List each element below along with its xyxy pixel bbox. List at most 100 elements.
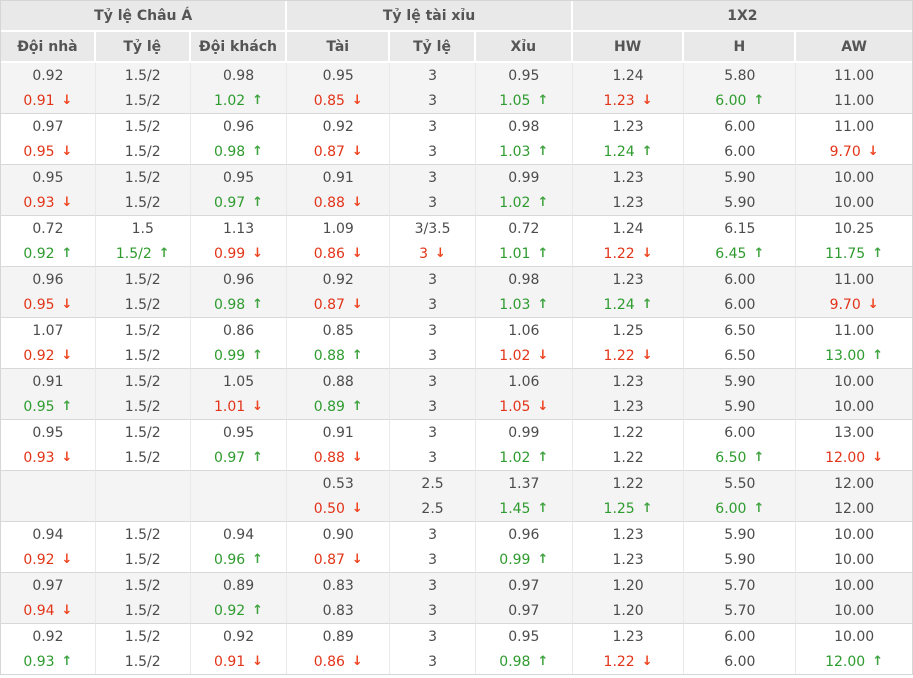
odds-value: 1.23	[612, 271, 644, 288]
odds-bottom-line: 1.02 ↑	[476, 445, 572, 470]
odds-cell: 0.92 0.87 ↓	[287, 267, 391, 318]
odds-cell: 0.86 0.99 ↑	[190, 318, 288, 369]
odds-bottom-line: 6.00	[684, 139, 795, 164]
odds-top-line: 0.83	[287, 573, 389, 598]
odds-value: 0.88	[322, 373, 354, 390]
odds-bottom-line: 1.5/2	[96, 190, 190, 215]
odds-cell: 11.00 9.70 ↓	[796, 114, 912, 165]
odds-cell: 11.00 11.00	[796, 63, 912, 114]
odds-cell: 11.00 13.00 ↑	[796, 318, 912, 369]
odds-value: 1.03	[499, 296, 531, 313]
odds-value: 0.92	[222, 628, 255, 645]
odds-top-line: 5.90	[684, 165, 795, 190]
odds-cell: 6.15 6.45 ↑	[684, 216, 797, 267]
odds-value: 11.00	[834, 92, 875, 109]
odds-value: 6.00	[724, 296, 756, 313]
odds-bottom-line: 0.88 ↓	[287, 445, 389, 470]
down-arrow-icon: ↓	[351, 297, 363, 312]
odds-value: 3	[428, 92, 437, 109]
odds-bottom-line: 1.20	[573, 598, 684, 623]
odds-row: 0.92 0.93 ↑ 1.5/2 1.5/2 0.92 0.91 ↓ 0.89 0.86 ↓ 3 3 0…	[1, 624, 912, 674]
odds-cell: 1.5/2 1.5/2	[95, 369, 191, 420]
odds-top-line: 10.25	[796, 216, 912, 241]
odds-top-line: 11.00	[796, 318, 912, 343]
odds-cell: 6.00 6.00	[684, 624, 797, 674]
odds-cell: 0.53 0.50 ↓	[287, 471, 391, 522]
odds-cell: 1.05 1.01 ↓	[190, 369, 288, 420]
odds-value: 11.00	[834, 118, 875, 135]
odds-top-line	[191, 471, 287, 496]
odds-value: 0.96	[222, 118, 255, 135]
odds-cell: 0.91 0.88 ↓	[287, 165, 391, 216]
up-arrow-icon: ↑	[252, 93, 264, 108]
down-arrow-icon: ↓	[252, 246, 264, 261]
odds-bottom-line: 9.70 ↓	[796, 139, 912, 164]
odds-top-line: 0.72	[476, 216, 572, 241]
odds-row: 1.07 0.92 ↓ 1.5/2 1.5/2 0.86 0.99 ↑ 0.85 0.88 ↑ 3 3 1…	[1, 318, 912, 369]
odds-cell: 5.90 5.90	[684, 522, 797, 573]
odds-value: 0.94	[32, 526, 64, 543]
odds-top-line: 0.53	[287, 471, 389, 496]
odds-value: 1.06	[508, 373, 540, 390]
odds-top-line: 0.95	[476, 624, 572, 649]
odds-cell: 1.5/2 1.5/2	[95, 165, 191, 216]
odds-top-line: 0.91	[1, 369, 95, 394]
odds-cell: 0.95 0.98 ↑	[475, 624, 573, 674]
odds-value: 0.87	[313, 296, 345, 313]
odds-cell: 2.5 2.5	[390, 471, 476, 522]
odds-top-line: 3	[390, 420, 475, 445]
odds-value: 3	[428, 271, 437, 288]
odds-top-line: 1.5/2	[96, 63, 190, 88]
up-arrow-icon: ↑	[753, 93, 765, 108]
odds-cell: 3/3.5 3 ↓	[390, 216, 476, 267]
odds-value: 10.00	[834, 526, 875, 543]
odds-value: 3	[419, 245, 429, 262]
odds-value: 3	[428, 526, 437, 543]
odds-top-line: 6.15	[684, 216, 795, 241]
up-arrow-icon: ↑	[252, 144, 264, 159]
odds-bottom-line: 1.22	[573, 445, 684, 470]
up-arrow-icon: ↑	[61, 654, 73, 669]
odds-bottom-line: 6.50	[684, 343, 795, 368]
odds-value: 1.20	[612, 577, 644, 594]
odds-top-line: 1.5/2	[96, 522, 190, 547]
odds-value: 0.95	[32, 424, 64, 441]
odds-bottom-line: 0.95 ↑	[1, 394, 95, 419]
up-arrow-icon: ↑	[252, 552, 264, 567]
down-arrow-icon: ↓	[61, 603, 73, 618]
odds-bottom-line: 1.22 ↓	[573, 241, 684, 266]
odds-top-line: 1.5/2	[96, 318, 190, 343]
odds-value: 0.88	[313, 449, 345, 466]
odds-bottom-line: 6.00	[684, 649, 795, 674]
odds-cell: 0.95 0.93 ↓	[1, 420, 96, 471]
odds-top-line: 1.09	[287, 216, 389, 241]
up-arrow-icon: ↑	[537, 297, 549, 312]
odds-cell: 11.00 9.70 ↓	[796, 267, 912, 318]
odds-value: 0.89	[322, 628, 354, 645]
up-arrow-icon: ↑	[252, 603, 264, 618]
column-header-row: Đội nhà Tỷ lệ Đội khách Tài Tỷ lệ Xỉu HW…	[1, 32, 912, 63]
odds-cell: 6.50 6.50	[684, 318, 797, 369]
odds-bottom-line: 11.75 ↑	[796, 241, 912, 266]
odds-top-line: 5.70	[684, 573, 795, 598]
group-header-asian-handicap: Tỷ lệ Châu Á	[1, 1, 288, 32]
up-arrow-icon: ↑	[641, 297, 653, 312]
odds-value: 0.95	[23, 143, 55, 160]
odds-value: 1.23	[612, 551, 644, 568]
odds-bottom-line: 0.97 ↑	[191, 445, 287, 470]
odds-value: 0.96	[508, 526, 540, 543]
odds-top-line: 1.5/2	[96, 420, 190, 445]
odds-cell: 0.96 0.99 ↑	[475, 522, 573, 573]
odds-value: 2.5	[421, 500, 444, 517]
odds-bottom-line: 1.5/2	[96, 445, 190, 470]
up-arrow-icon: ↑	[753, 450, 765, 465]
down-arrow-icon: ↓	[641, 654, 653, 669]
odds-value: 0.97	[32, 577, 64, 594]
odds-cell: 1.23 1.22 ↓	[572, 624, 685, 674]
odds-top-line: 1.23	[573, 267, 684, 292]
odds-value: 3	[428, 449, 437, 466]
odds-bottom-line: 12.00 ↓	[796, 445, 912, 470]
odds-value: 0.97	[508, 602, 540, 619]
odds-top-line: 6.00	[684, 114, 795, 139]
odds-cell: 0.91 0.88 ↓	[287, 420, 391, 471]
